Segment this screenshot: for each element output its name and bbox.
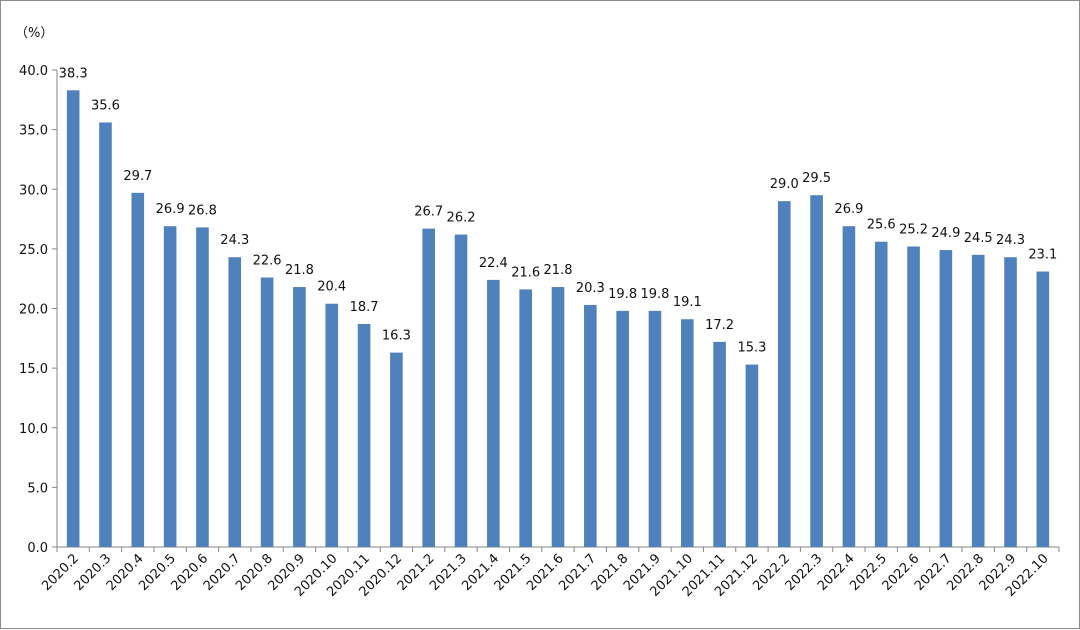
data-label: 18.7 (350, 300, 379, 315)
bar (971, 254, 985, 547)
bar (228, 257, 242, 547)
data-label: 26.8 (188, 203, 217, 218)
data-label: 24.3 (996, 233, 1025, 248)
y-tick-label: 30.0 (19, 183, 48, 198)
data-label: 17.2 (705, 318, 734, 333)
bar (1004, 257, 1017, 547)
data-label: 38.3 (59, 66, 88, 81)
bar (842, 226, 856, 547)
bar (680, 319, 694, 547)
bar (713, 341, 726, 547)
bar (325, 303, 339, 547)
data-label: 24.3 (220, 233, 249, 248)
data-label: 29.0 (770, 177, 799, 192)
data-labels: 38.335.629.726.9 26.824.322.621.820.418.7… (59, 66, 1058, 355)
data-label: 15.3 (737, 341, 766, 356)
bar (293, 287, 306, 547)
y-tick-label: 35.0 (19, 124, 48, 139)
y-axis: 0.0 5.0 10.0 15.0 20.0 25.0 30.0 35.0 40.0 (19, 64, 58, 556)
y-tick-label: 25.0 (19, 243, 48, 258)
data-label: 24.9 (931, 226, 960, 241)
data-label: 26.9 (834, 202, 863, 217)
data-label: 16.3 (382, 329, 411, 344)
data-label: 26.9 (156, 202, 185, 217)
data-label: 22.4 (479, 256, 508, 271)
data-label: 19.8 (640, 287, 669, 302)
bar (648, 310, 662, 547)
bar (939, 250, 953, 547)
bar (357, 324, 371, 547)
data-label: 26.7 (414, 205, 443, 220)
bar (519, 289, 532, 547)
bar (810, 195, 823, 547)
bar (551, 287, 565, 547)
data-label: 26.2 (447, 211, 476, 226)
data-label: 25.2 (899, 222, 928, 237)
data-label: 22.6 (253, 253, 282, 268)
y-tick-label: 10.0 (19, 422, 48, 437)
data-label: 24.5 (964, 231, 993, 246)
data-label: 29.5 (802, 171, 831, 186)
y-tick-label: 40.0 (19, 64, 48, 79)
bar (745, 364, 759, 547)
data-label: 25.6 (867, 218, 896, 233)
bar (390, 352, 403, 547)
y-tick-label: 15.0 (19, 362, 48, 377)
bar (196, 227, 209, 547)
bar (454, 234, 468, 547)
data-label: 20.4 (317, 280, 346, 295)
x-axis: 2020.22020.32020.42020.52020.62020.72020… (39, 546, 1060, 600)
data-label: 29.7 (123, 169, 152, 184)
bar (66, 90, 80, 548)
y-tick-label: 5.0 (27, 481, 48, 496)
bar (487, 279, 500, 547)
data-label: 19.1 (673, 295, 702, 310)
data-label: 21.8 (544, 263, 573, 278)
data-label: 21.8 (285, 263, 314, 278)
data-label: 21.6 (511, 265, 540, 280)
bar (874, 241, 888, 547)
data-label: 19.8 (608, 287, 637, 302)
bar (616, 310, 629, 547)
y-tick-label: 0.0 (27, 541, 48, 556)
bar (260, 277, 274, 547)
y-unit-label: （%） (15, 26, 53, 41)
bar (1036, 271, 1050, 547)
bar (163, 226, 177, 547)
bar (584, 304, 597, 547)
bar (907, 246, 920, 548)
data-label: 23.1 (1028, 248, 1057, 263)
data-label: 20.3 (576, 281, 605, 296)
y-tick-label: 20.0 (19, 303, 48, 318)
bar (777, 201, 791, 548)
bar (422, 228, 436, 548)
bars (66, 90, 1050, 548)
bar (131, 192, 145, 547)
bar (99, 122, 112, 547)
data-label: 35.6 (91, 98, 120, 113)
